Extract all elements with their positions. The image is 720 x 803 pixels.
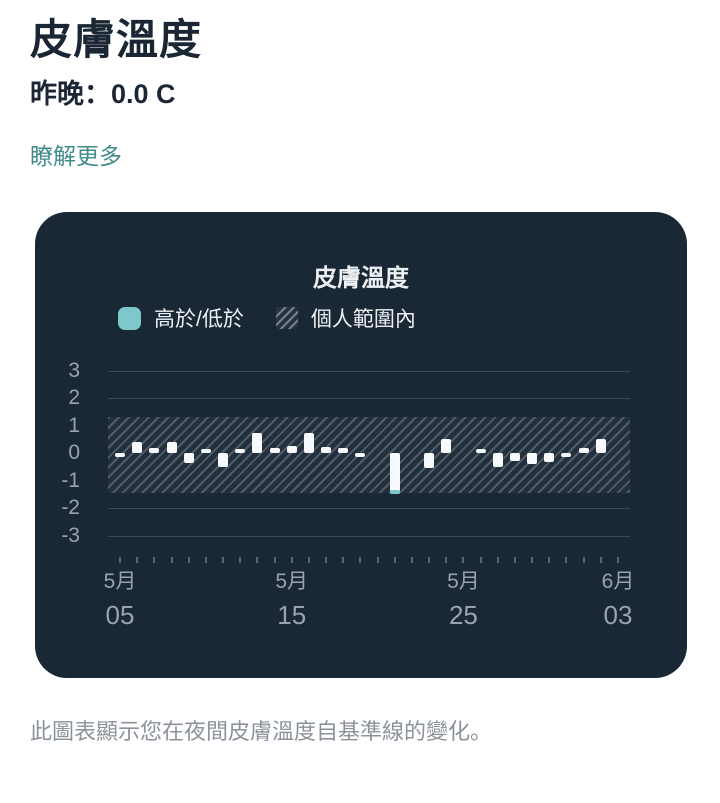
temperature-bar[interactable] [509, 453, 520, 462]
temperature-bar[interactable] [218, 453, 229, 467]
temperature-bar[interactable] [321, 446, 332, 453]
month-label: 5月 [103, 570, 137, 593]
temperature-bar[interactable] [355, 453, 366, 457]
last-night-value: 昨晚：0.0 C [30, 79, 176, 109]
y-axis-tick-label: 3 [68, 358, 80, 382]
gridline [108, 398, 630, 399]
temperature-bar[interactable] [424, 453, 435, 469]
temperature-bar[interactable] [303, 432, 314, 453]
temperature-bar[interactable] [269, 447, 280, 453]
x-axis-tick [513, 557, 516, 563]
x-axis-tick [153, 557, 156, 563]
x-axis-tick [307, 557, 310, 563]
temperature-bar[interactable] [115, 453, 125, 457]
learn-more-link[interactable]: 瞭解更多 [30, 143, 122, 169]
temperature-bar[interactable] [492, 453, 503, 467]
temperature-bar[interactable] [149, 447, 160, 453]
x-axis-tick [410, 557, 413, 563]
y-axis-tick-label: -1 [61, 468, 80, 492]
x-axis-tick [393, 557, 396, 563]
x-axis-tick [599, 557, 602, 563]
month-label: 5月 [275, 570, 309, 593]
x-axis-tick [119, 557, 121, 563]
x-axis-tick [531, 557, 534, 563]
month-label: 6月 [601, 570, 635, 593]
x-axis-date-label: 5月 15 [275, 565, 308, 631]
x-axis-tick [204, 557, 207, 563]
x-axis-tick [617, 557, 619, 563]
x-axis-tick [342, 557, 345, 563]
temperature-bar[interactable] [595, 438, 606, 453]
temperature-bar[interactable] [200, 449, 211, 453]
gridline [108, 508, 630, 509]
y-axis-tick-label: 2 [68, 386, 80, 409]
temperature-bar[interactable] [441, 438, 452, 453]
day-label: 15 [277, 600, 307, 630]
out-of-range-segment [389, 490, 400, 495]
day-label: 03 [603, 600, 633, 630]
chart-description: 此圖表顯示您在夜間皮膚溫度自基準線的變化。 [30, 719, 493, 744]
legend-item-personal-range: 個人範圍內 [275, 303, 416, 333]
temperature-bar[interactable] [475, 448, 486, 453]
x-axis-tick [376, 557, 379, 563]
page-title: 皮膚溫度 [30, 16, 203, 63]
gridline [108, 370, 630, 372]
gridline [108, 535, 630, 537]
x-axis-tick [496, 557, 499, 563]
x-axis-tick [479, 557, 482, 563]
y-axis-tick-label: 0 [68, 441, 80, 464]
x-axis-tick [565, 557, 568, 563]
chart-plot-area: 3 2 1 0 -1 -2 -3 5月 05 5月 15 5月 25 6月 03 [35, 212, 687, 678]
temperature-bar[interactable] [389, 453, 400, 495]
x-axis-tick [582, 557, 585, 563]
temperature-bar[interactable] [252, 433, 263, 453]
temperature-bar[interactable] [561, 453, 572, 458]
x-axis-tick [187, 557, 190, 563]
month-label: 5月 [447, 570, 480, 593]
x-axis-tick [359, 557, 362, 563]
y-axis-tick-label: -3 [61, 523, 80, 547]
x-axis-tick [256, 557, 259, 563]
day-label: 25 [448, 600, 478, 630]
temperature-bar[interactable] [183, 453, 194, 463]
x-axis-tick [273, 557, 276, 563]
x-axis-tick [290, 557, 293, 563]
x-axis-tick [548, 557, 551, 563]
x-axis-tick [222, 557, 225, 563]
x-axis-tick [325, 557, 328, 563]
temperature-bar[interactable] [286, 446, 297, 453]
x-axis-date-label: 5月 25 [447, 565, 480, 631]
day-label: 05 [105, 600, 135, 630]
temperature-bar[interactable] [166, 442, 177, 453]
legend-label-personal-range: 個人範圍內 [310, 308, 416, 331]
hatched-square-icon [275, 307, 298, 329]
temperature-bar[interactable] [235, 449, 246, 453]
x-axis-tick [239, 557, 242, 563]
y-axis-tick-label: -2 [61, 496, 80, 519]
x-axis-tick [170, 557, 173, 563]
y-axis-tick-label: 1 [68, 413, 80, 437]
x-axis-tick [136, 557, 139, 563]
teal-square-icon [118, 306, 141, 330]
chart-legend: 高於/低於 個人範圍內 [118, 303, 416, 333]
personal-range-band [108, 417, 630, 493]
temperature-bar[interactable] [544, 453, 555, 463]
x-axis-tick [462, 557, 465, 563]
legend-item-above-below: 高於/低於 [118, 303, 244, 333]
x-axis-date-label: 5月 05 [104, 565, 137, 631]
temperature-bar[interactable] [338, 447, 349, 453]
chart-title: 皮膚溫度 [313, 265, 409, 292]
temperature-bar[interactable] [578, 447, 589, 453]
x-axis-tick [445, 557, 448, 563]
chart-card: 皮膚溫度 高於/低於 個人範圍內 3 2 1 0 -1 -2 -3 5月 05 5月 15 5月 25 6… [35, 212, 687, 678]
legend-label-above-below: 高於/低於 [154, 308, 244, 331]
temperature-bar[interactable] [132, 442, 143, 453]
x-axis-tick [428, 557, 431, 563]
temperature-bar[interactable] [527, 453, 538, 464]
x-axis-date-label: 6月 03 [602, 565, 635, 631]
